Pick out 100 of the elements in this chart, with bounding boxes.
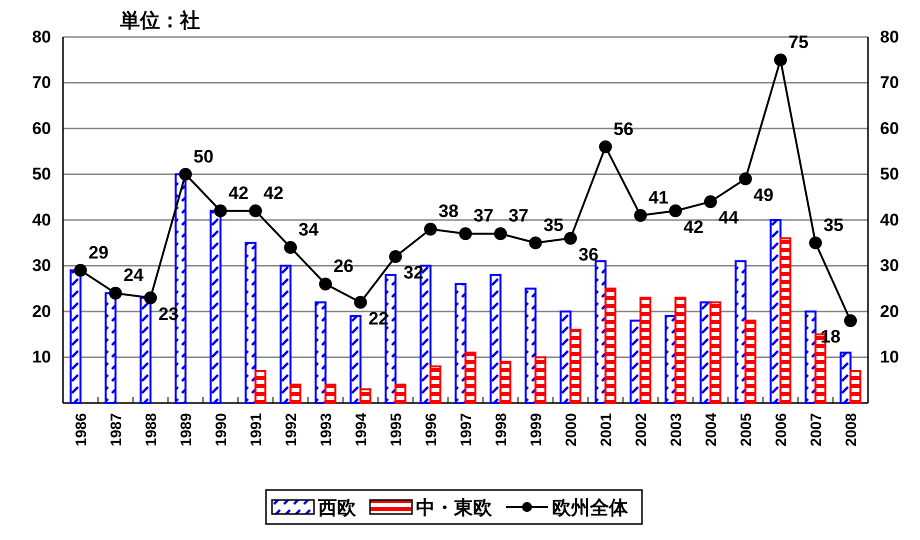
- bar: [244, 242, 256, 404]
- bar: [594, 260, 606, 404]
- x-tick-label: 2006: [772, 413, 790, 446]
- x-tick-label: 1994: [352, 412, 370, 446]
- x-tick-label: 1987: [108, 413, 125, 446]
- y2-tick-label: 50: [880, 164, 899, 184]
- data-label: 42: [228, 182, 249, 203]
- x-tick-label: 1992: [282, 413, 300, 446]
- y-tick-label: 50: [32, 164, 51, 184]
- legend-label: 西欧: [317, 498, 357, 519]
- x-tick-label: 1993: [318, 413, 335, 446]
- y-tick-label: 80: [32, 27, 51, 46]
- point: [599, 140, 612, 154]
- data-label: 36: [578, 244, 599, 264]
- data-label: 50: [194, 146, 214, 166]
- x-tick-label: 1986: [72, 413, 90, 446]
- bar: [314, 301, 326, 404]
- point: [459, 227, 472, 240]
- data-label: 35: [824, 214, 844, 235]
- x-tick-label: 2001: [598, 413, 615, 446]
- point: [284, 241, 297, 254]
- x-tick-label: 1995: [388, 413, 405, 446]
- data-label: 42: [684, 216, 704, 237]
- y2-tick-label: 40: [880, 210, 899, 230]
- point: [179, 168, 192, 181]
- x-tick-label: 1996: [422, 413, 440, 446]
- y-tick-label: 60: [32, 118, 51, 138]
- bar: [534, 356, 546, 404]
- x-tick-label: 1999: [528, 413, 545, 446]
- y2-tick-label: 70: [880, 73, 899, 92]
- x-tick-label: 1989: [178, 413, 195, 446]
- x-tick-label: 1991: [248, 413, 265, 446]
- data-label: 41: [648, 187, 669, 208]
- bar: [674, 296, 686, 404]
- point: [354, 296, 367, 309]
- data-label: 37: [474, 206, 494, 226]
- y2-tick-label: 20: [880, 302, 899, 321]
- point: [249, 204, 262, 218]
- y-tick-label: 20: [32, 302, 51, 321]
- point: [704, 195, 717, 208]
- x-tick-label: 1988: [142, 413, 160, 446]
- x-tick-label: 2003: [668, 413, 685, 446]
- bar: [734, 260, 746, 404]
- point: [844, 314, 857, 328]
- bar: [780, 237, 792, 404]
- bar: [210, 210, 222, 404]
- point: [389, 250, 402, 264]
- bar: [280, 264, 292, 404]
- bar: [394, 384, 406, 404]
- y-tick-label: 70: [32, 73, 51, 92]
- bar: [454, 283, 466, 404]
- point: [109, 286, 122, 300]
- data-label: 44: [718, 208, 739, 228]
- bar: [490, 274, 502, 404]
- bar: [464, 352, 476, 404]
- bar: [254, 370, 266, 404]
- legend-label: 中・東欧: [416, 497, 493, 519]
- x-tick-label: 1990: [212, 413, 230, 446]
- bar: [744, 320, 756, 404]
- bar: [350, 315, 362, 404]
- bar: [604, 288, 616, 404]
- point: [319, 278, 332, 290]
- bar: [770, 219, 782, 404]
- point: [774, 53, 787, 66]
- data-label: 56: [614, 118, 634, 139]
- x-tick-label: 2004: [702, 412, 720, 446]
- point: [669, 204, 682, 218]
- bar: [640, 296, 652, 404]
- y2-tick-label: 10: [880, 348, 899, 367]
- data-label: 29: [88, 242, 109, 262]
- bar: [804, 310, 816, 404]
- bar: [524, 288, 536, 404]
- y2-tick-label: 60: [880, 118, 899, 138]
- point: [529, 236, 542, 250]
- point: [809, 236, 822, 250]
- y-tick-label: 40: [32, 210, 51, 230]
- data-label: 26: [334, 256, 354, 276]
- data-label: 34: [298, 219, 319, 240]
- point: [424, 222, 437, 236]
- point: [739, 172, 752, 186]
- point: [144, 291, 157, 304]
- point: [634, 209, 647, 222]
- bar: [560, 310, 572, 404]
- bar: [850, 370, 862, 404]
- x-tick-label: 1998: [492, 413, 510, 446]
- x-tick-label: 1997: [458, 413, 475, 446]
- point: [74, 264, 87, 277]
- data-label: 24: [124, 265, 144, 286]
- x-tick-label: 2008: [842, 413, 860, 446]
- data-label: 38: [438, 201, 459, 222]
- y-tick-label: 10: [32, 348, 51, 367]
- bar: [360, 388, 372, 404]
- bar: [290, 384, 302, 404]
- point: [494, 227, 507, 240]
- bar: [104, 292, 116, 404]
- data-label: 37: [508, 206, 529, 226]
- y-tick-label: 30: [32, 256, 51, 276]
- y2-tick-label: 80: [880, 27, 899, 46]
- x-tick-label: 2005: [738, 413, 755, 446]
- bar: [570, 328, 582, 404]
